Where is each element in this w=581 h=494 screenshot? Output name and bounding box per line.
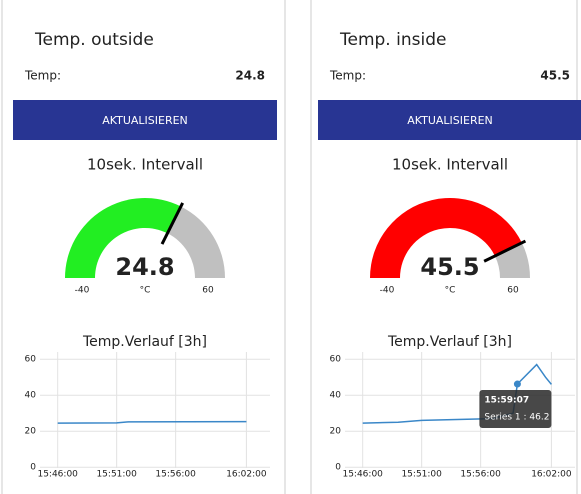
x-tick-label: 15:46:00 bbox=[342, 470, 383, 480]
x-tick-label: 16:02:00 bbox=[226, 470, 267, 480]
gauge-unit: °C bbox=[140, 286, 151, 296]
gauge-title: 10sek. Intervall bbox=[392, 156, 508, 174]
gauge-fill bbox=[370, 197, 522, 278]
y-tick-label: 0 bbox=[335, 463, 341, 473]
gauge-track bbox=[494, 242, 530, 278]
x-tick-label: 15:46:00 bbox=[37, 470, 78, 480]
x-tick-label: 15:56:00 bbox=[155, 470, 196, 480]
tooltip-bg bbox=[479, 390, 552, 429]
button-bg[interactable] bbox=[318, 100, 581, 140]
panel-title: Temp. inside bbox=[339, 30, 446, 50]
gauge-value: 24.8 bbox=[115, 253, 174, 281]
gauge-needle bbox=[160, 202, 185, 245]
temp-value: 45.5 bbox=[540, 69, 570, 83]
gauge-max: 60 bbox=[507, 286, 519, 296]
y-tick-label: 60 bbox=[25, 355, 37, 365]
panel: Temp. outside Temp: 24.8 AKTUALISIEREN 10sek… bbox=[13, 30, 277, 480]
gauge-fill bbox=[65, 198, 181, 278]
chart-title: Temp.Verlauf [3h] bbox=[387, 334, 512, 350]
gauge-track bbox=[167, 206, 225, 278]
update-button[interactable]: AKTUALISIEREN bbox=[318, 100, 581, 140]
chart-title: Temp.Verlauf [3h] bbox=[82, 334, 207, 350]
gauge-needle bbox=[483, 239, 527, 263]
button-bg[interactable] bbox=[13, 100, 277, 140]
y-tick-label: 60 bbox=[330, 355, 342, 365]
tooltip-title: 15:59:07 bbox=[484, 396, 529, 406]
x-tick-label: 15:51:00 bbox=[96, 470, 137, 480]
temp-value: 24.8 bbox=[235, 69, 265, 83]
button-label[interactable]: AKTUALISIEREN bbox=[102, 114, 188, 127]
gauge-unit: °C bbox=[445, 286, 456, 296]
y-tick-label: 20 bbox=[330, 427, 342, 437]
temp-label: Temp: bbox=[24, 69, 61, 83]
x-tick-label: 15:51:00 bbox=[401, 470, 442, 480]
hover-point bbox=[513, 380, 521, 388]
gauge-max: 60 bbox=[202, 286, 214, 296]
y-tick-label: 40 bbox=[25, 391, 37, 401]
gauge-value: 45.5 bbox=[420, 253, 479, 281]
x-tick-label: 16:02:00 bbox=[531, 470, 572, 480]
gauge-title: 10sek. Intervall bbox=[87, 156, 203, 174]
x-tick-label: 15:56:00 bbox=[460, 470, 501, 480]
gauge-min: -40 bbox=[75, 286, 90, 296]
gauge-min: -40 bbox=[380, 286, 395, 296]
y-tick-label: 20 bbox=[25, 427, 37, 437]
update-button[interactable]: AKTUALISIEREN bbox=[13, 100, 277, 140]
y-tick-label: 40 bbox=[330, 391, 342, 401]
button-label[interactable]: AKTUALISIEREN bbox=[407, 114, 493, 127]
tooltip-label: Series 1 : 46.2 bbox=[484, 413, 549, 423]
panel-title: Temp. outside bbox=[34, 30, 154, 50]
panel: Temp. inside Temp: 45.5 AKTUALISIEREN 10sek.… bbox=[318, 30, 581, 480]
temp-label: Temp: bbox=[329, 69, 366, 83]
y-tick-label: 0 bbox=[30, 463, 36, 473]
series-line bbox=[57, 420, 247, 424]
